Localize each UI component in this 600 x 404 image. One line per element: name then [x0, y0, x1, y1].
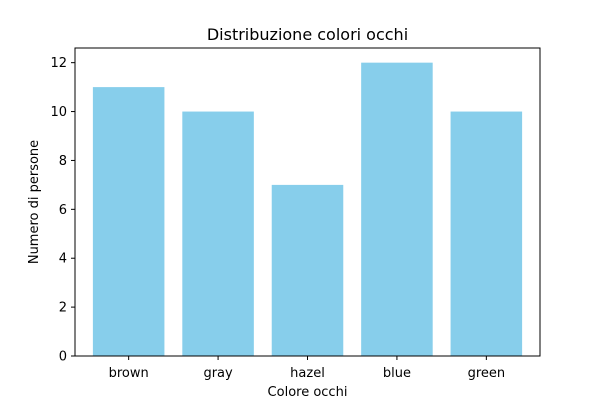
bar-brown [92, 87, 165, 356]
bar-hazel [271, 184, 344, 356]
bar-gray [182, 111, 254, 356]
y-tick-label: 6 [59, 203, 67, 218]
plot-area: 0 2 4 6 8 10 12 brown gray hazel blue green [50, 47, 541, 381]
bar-blue [361, 62, 433, 357]
x-tick-label: gray [203, 366, 233, 381]
y-tick-label: 8 [59, 154, 67, 169]
x-tick-label: brown [109, 366, 149, 381]
chart-title: Distribuzione colori occhi [207, 25, 408, 44]
y-tick-label: 4 [59, 252, 67, 267]
y-tick-label: 12 [50, 56, 67, 71]
x-tick-label: blue [383, 366, 411, 381]
x-tick-label: hazel [290, 366, 325, 381]
x-axis-label: Colore occhi [268, 385, 348, 400]
x-tick-label: green [468, 366, 506, 381]
y-tick-label: 2 [59, 301, 67, 316]
y-tick-label: 0 [59, 350, 67, 365]
bar-green [450, 111, 523, 356]
y-tick-label: 10 [50, 105, 67, 120]
y-axis-label: Numero di persone [27, 140, 42, 264]
